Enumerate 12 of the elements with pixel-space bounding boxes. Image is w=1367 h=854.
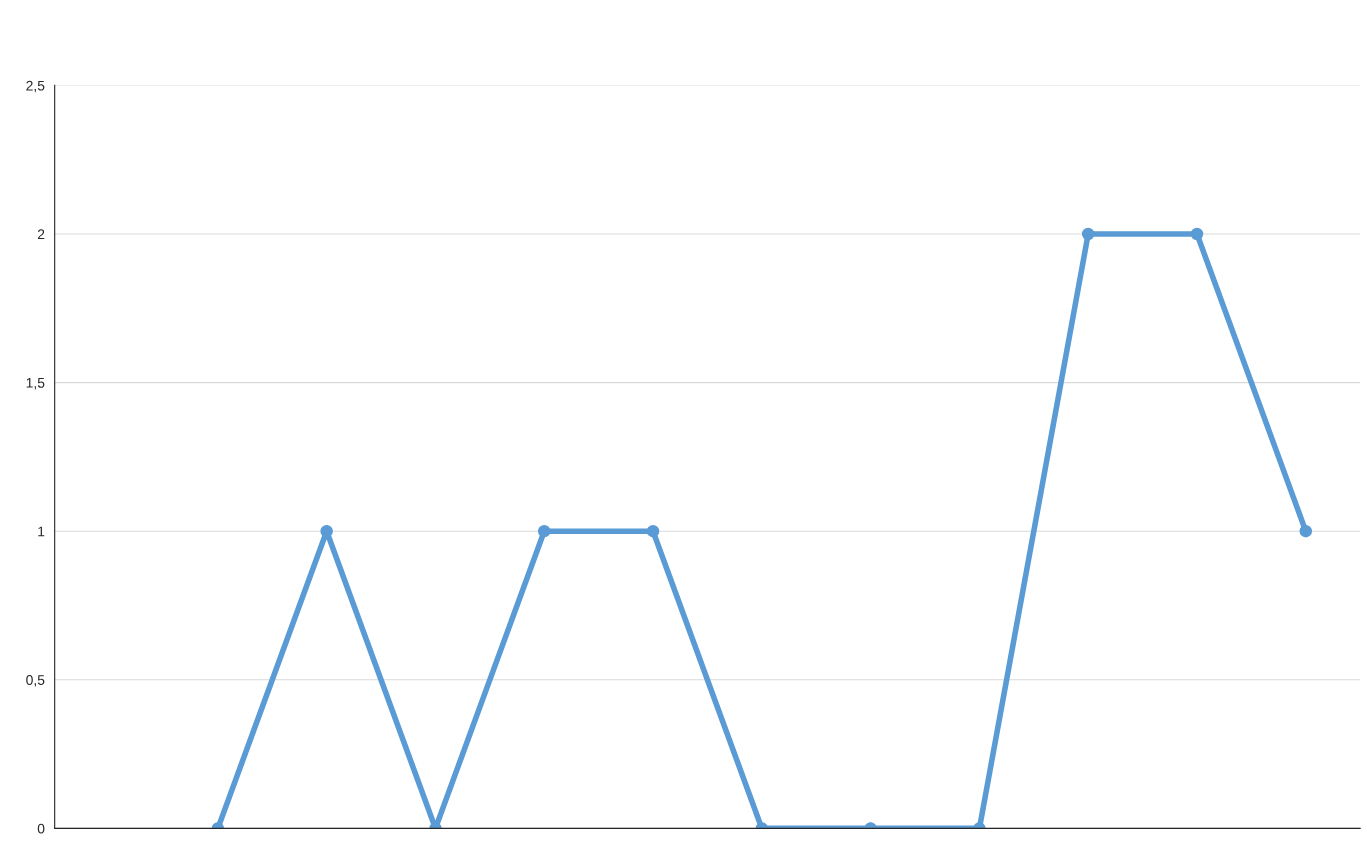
point <box>537 524 551 538</box>
y-tick-label: 0 <box>37 823 45 834</box>
point <box>1081 227 1095 241</box>
point <box>1190 227 1204 241</box>
y-tick-label: 2,5 <box>26 80 45 93</box>
point <box>646 524 660 538</box>
y-tick-label: 0,5 <box>26 675 45 687</box>
y-tick-label: 2 <box>37 229 45 240</box>
point <box>320 524 333 538</box>
y-tick-label: 1,5 <box>26 378 45 390</box>
y-tick-label: 1 <box>38 526 45 537</box>
point <box>1299 524 1313 538</box>
